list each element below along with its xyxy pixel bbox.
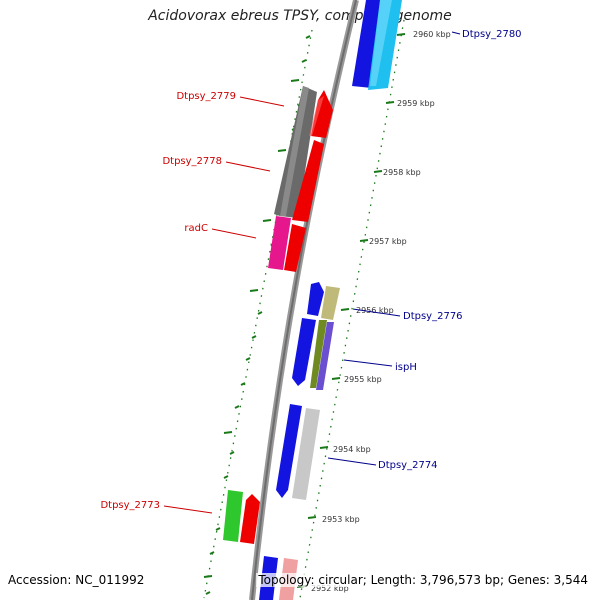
gene-arrow-blue-upper [307,282,324,316]
kbp-marker: 2957 kbp [369,237,407,246]
gene-block-dtpsy-2776 [321,286,340,320]
gene-block-dtpsy-2774 [292,408,320,500]
gene-label-dtpsy-2776: Dtpsy_2776 [403,311,463,322]
gene-labels: Dtpsy_2780 Dtpsy_2779 Dtpsy_2778 radC Dt… [100,29,521,511]
gene-block-radC [268,216,291,270]
gene-label-radC: radC [184,223,208,234]
gene-blocks [223,0,402,600]
leader-lines [163,31,461,514]
right-dotted-track [299,19,405,599]
gene-arrow-blue-lower [276,404,302,498]
genome-backbone [249,0,359,600]
kbp-marker: 2952 kbp [311,584,349,593]
gene-arrow-dtpsy-2780-a [352,0,385,88]
gene-label-dtpsy-2778: Dtpsy_2778 [162,156,222,167]
gene-label-dtpsy-2774: Dtpsy_2774 [378,460,438,471]
kbp-markers: 2960 kbp 2959 kbp 2958 kbp 2957 kbp 2956… [311,30,451,593]
kbp-marker: 2954 kbp [333,445,371,454]
gene-label-dtpsy-2780: Dtpsy_2780 [462,29,522,40]
kbp-marker: 2959 kbp [397,99,435,108]
gene-label-dtpsy-2779: Dtpsy_2779 [176,91,236,102]
kbp-marker: 2953 kbp [322,515,360,524]
gene-label-dtpsy-2773: Dtpsy_2773 [100,500,160,511]
kbp-marker: 2955 kbp [344,375,382,384]
kbp-marker: 2956 kbp [356,306,394,315]
gene-label-ispH: ispH [395,362,417,373]
gene-arrow-dtpsy-2779 [311,90,333,138]
gene-block-ispH-purple [316,322,334,390]
kbp-marker: 2958 kbp [383,168,421,177]
kbp-marker: 2960 kbp [413,30,451,39]
gene-arrow-blue-mid [292,318,316,386]
gene-arrow-dtpsy-2778 [292,140,324,222]
gene-arrow-dtpsy-2773 [240,494,260,544]
gene-block-dtpsy-2773 [223,490,243,542]
gene-block-ispH-olive [310,320,327,388]
genome-stats: Topology: circular; Length: 3,796,573 bp… [256,573,590,587]
gene-arrow-radC [284,224,306,272]
accession-label: Accession: NC_011992 [8,573,145,587]
